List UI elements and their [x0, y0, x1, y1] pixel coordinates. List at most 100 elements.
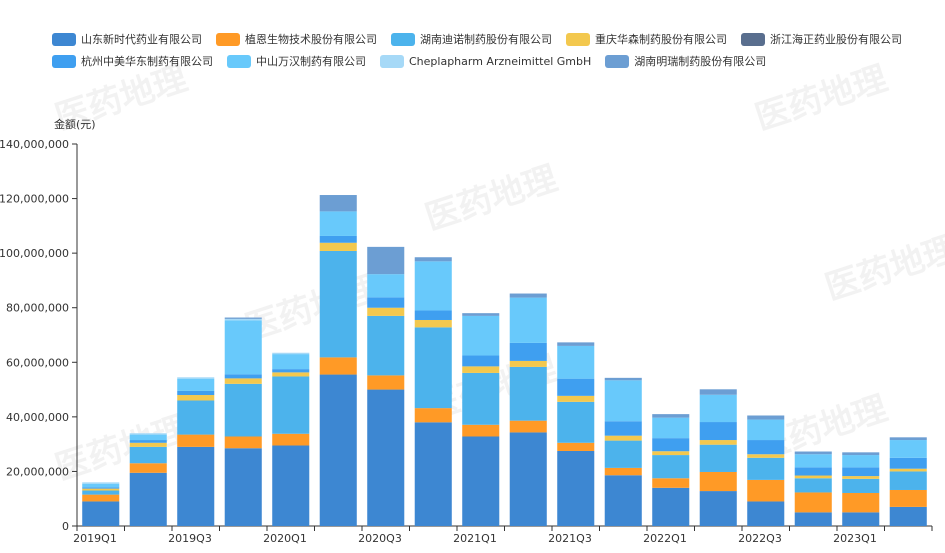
bar-segment — [319, 374, 357, 526]
bar-segment — [842, 492, 880, 513]
bar-segment — [129, 433, 167, 435]
legend-item[interactable]: 湖南迪诺制药股份有限公司 — [391, 31, 552, 47]
legend-item[interactable]: 中山万汉制药有限公司 — [227, 53, 366, 69]
bar-segment — [652, 414, 690, 418]
bar-segment — [224, 383, 262, 437]
bar-segment — [557, 378, 595, 396]
bar-segment — [177, 434, 215, 447]
bar-segment — [604, 435, 642, 441]
bar-segment — [319, 250, 357, 358]
bar-segment — [319, 357, 357, 375]
legend-label: 重庆华森制药股份有限公司 — [595, 33, 727, 46]
bar-segment — [557, 342, 595, 346]
legend-item[interactable]: 植恩生物技术股份有限公司 — [216, 31, 377, 47]
bar-segment — [82, 494, 120, 502]
legend-item[interactable]: 杭州中美华东制药有限公司 — [52, 53, 213, 69]
legend-label: 山东新时代药业有限公司 — [81, 33, 202, 46]
bar-segment — [604, 377, 642, 381]
legend-item[interactable]: 浙江海正药业股份有限公司 — [741, 31, 902, 47]
bar-segment — [509, 297, 547, 343]
bar-segment — [652, 438, 690, 452]
bar-segment — [652, 487, 690, 526]
bar-segment — [794, 451, 832, 455]
bar-segment — [462, 313, 500, 316]
bar-segment — [747, 440, 785, 455]
legend-label: 植恩生物技术股份有限公司 — [245, 33, 377, 46]
bar-segment — [889, 440, 927, 458]
bar-segment — [604, 421, 642, 436]
bar-segment — [177, 378, 215, 391]
bar-segment — [177, 377, 215, 379]
y-tick-label: 140,000,000 — [0, 138, 69, 151]
x-tick-label: 2023Q1 — [833, 532, 877, 545]
bar-segment — [509, 432, 547, 526]
bar-segment — [82, 483, 120, 488]
bar-segment — [557, 395, 595, 402]
bar-segment — [319, 242, 357, 251]
bar-segment — [509, 360, 547, 367]
bar-segment — [462, 355, 500, 367]
bar-segment — [747, 454, 785, 458]
bar-segment — [319, 235, 357, 243]
bar-segment — [699, 440, 737, 445]
bar-segment — [129, 446, 167, 464]
legend-item[interactable]: 湖南明瑞制药股份有限公司 — [605, 53, 766, 69]
y-tick-label: 80,000,000 — [6, 302, 69, 315]
bar-segment — [367, 297, 405, 308]
legend-item[interactable]: 山东新时代药业有限公司 — [52, 31, 202, 47]
bar-segment — [224, 320, 262, 375]
bar-segment — [367, 315, 405, 376]
bar-segment — [842, 512, 880, 526]
x-tick-label: 2019Q3 — [168, 532, 212, 545]
legend-swatch — [741, 32, 765, 46]
y-tick-label: 20,000,000 — [6, 465, 69, 478]
legend-item[interactable]: Cheplapharm Arzneimittel GmbH — [380, 54, 591, 68]
watermark-text: 医药地理 — [50, 408, 192, 488]
bar-segment — [699, 422, 737, 441]
x-tick-label: 2019Q1 — [73, 532, 117, 545]
legend-item[interactable]: 重庆华森制药股份有限公司 — [566, 31, 727, 47]
bar-segment — [652, 478, 690, 488]
bar-segment — [367, 246, 405, 275]
legend-swatch — [216, 32, 240, 46]
x-tick-label: 2020Q1 — [263, 532, 307, 545]
legend-swatch — [52, 54, 76, 68]
bar-segment — [272, 433, 310, 446]
bar-segment — [272, 369, 310, 373]
bar-segment — [557, 450, 595, 526]
bar-segment — [842, 476, 880, 479]
bar-segment — [177, 390, 215, 396]
bar-segment — [272, 372, 310, 377]
bar-segment — [509, 366, 547, 421]
x-tick-label: 2020Q3 — [358, 532, 402, 545]
bar-segment — [889, 468, 927, 472]
bar-segment — [129, 463, 167, 473]
bar-segment — [319, 211, 357, 236]
y-tick-label: 120,000,000 — [0, 193, 69, 206]
bar-segment — [367, 389, 405, 526]
bar-segment — [129, 434, 167, 441]
bar-segment — [604, 380, 642, 422]
bar-segment — [604, 467, 642, 476]
legend-swatch — [52, 32, 76, 46]
bar-segment — [604, 475, 642, 526]
bar-segment — [557, 442, 595, 451]
legend: 山东新时代药业有限公司 植恩生物技术股份有限公司 湖南迪诺制药股份有限公司 重庆华森制… — [52, 28, 932, 72]
x-tick-label: 2021Q1 — [453, 532, 497, 545]
bar-segment — [842, 452, 880, 456]
bar-segment — [699, 394, 737, 423]
bar-segment — [604, 440, 642, 468]
y-tick-label: 60,000,000 — [6, 356, 69, 369]
bar-segment — [462, 372, 500, 425]
y-axis-title: 金额(元) — [54, 117, 96, 131]
bar-segment — [177, 395, 215, 401]
bar-segment — [509, 293, 547, 298]
y-tick-label: 40,000,000 — [6, 411, 69, 424]
bar-segment — [272, 376, 310, 434]
bar-segment — [794, 475, 832, 479]
bar-segment — [82, 488, 120, 491]
bar-segment — [177, 400, 215, 435]
bar-segment — [224, 317, 262, 319]
bar-segment — [747, 415, 785, 420]
